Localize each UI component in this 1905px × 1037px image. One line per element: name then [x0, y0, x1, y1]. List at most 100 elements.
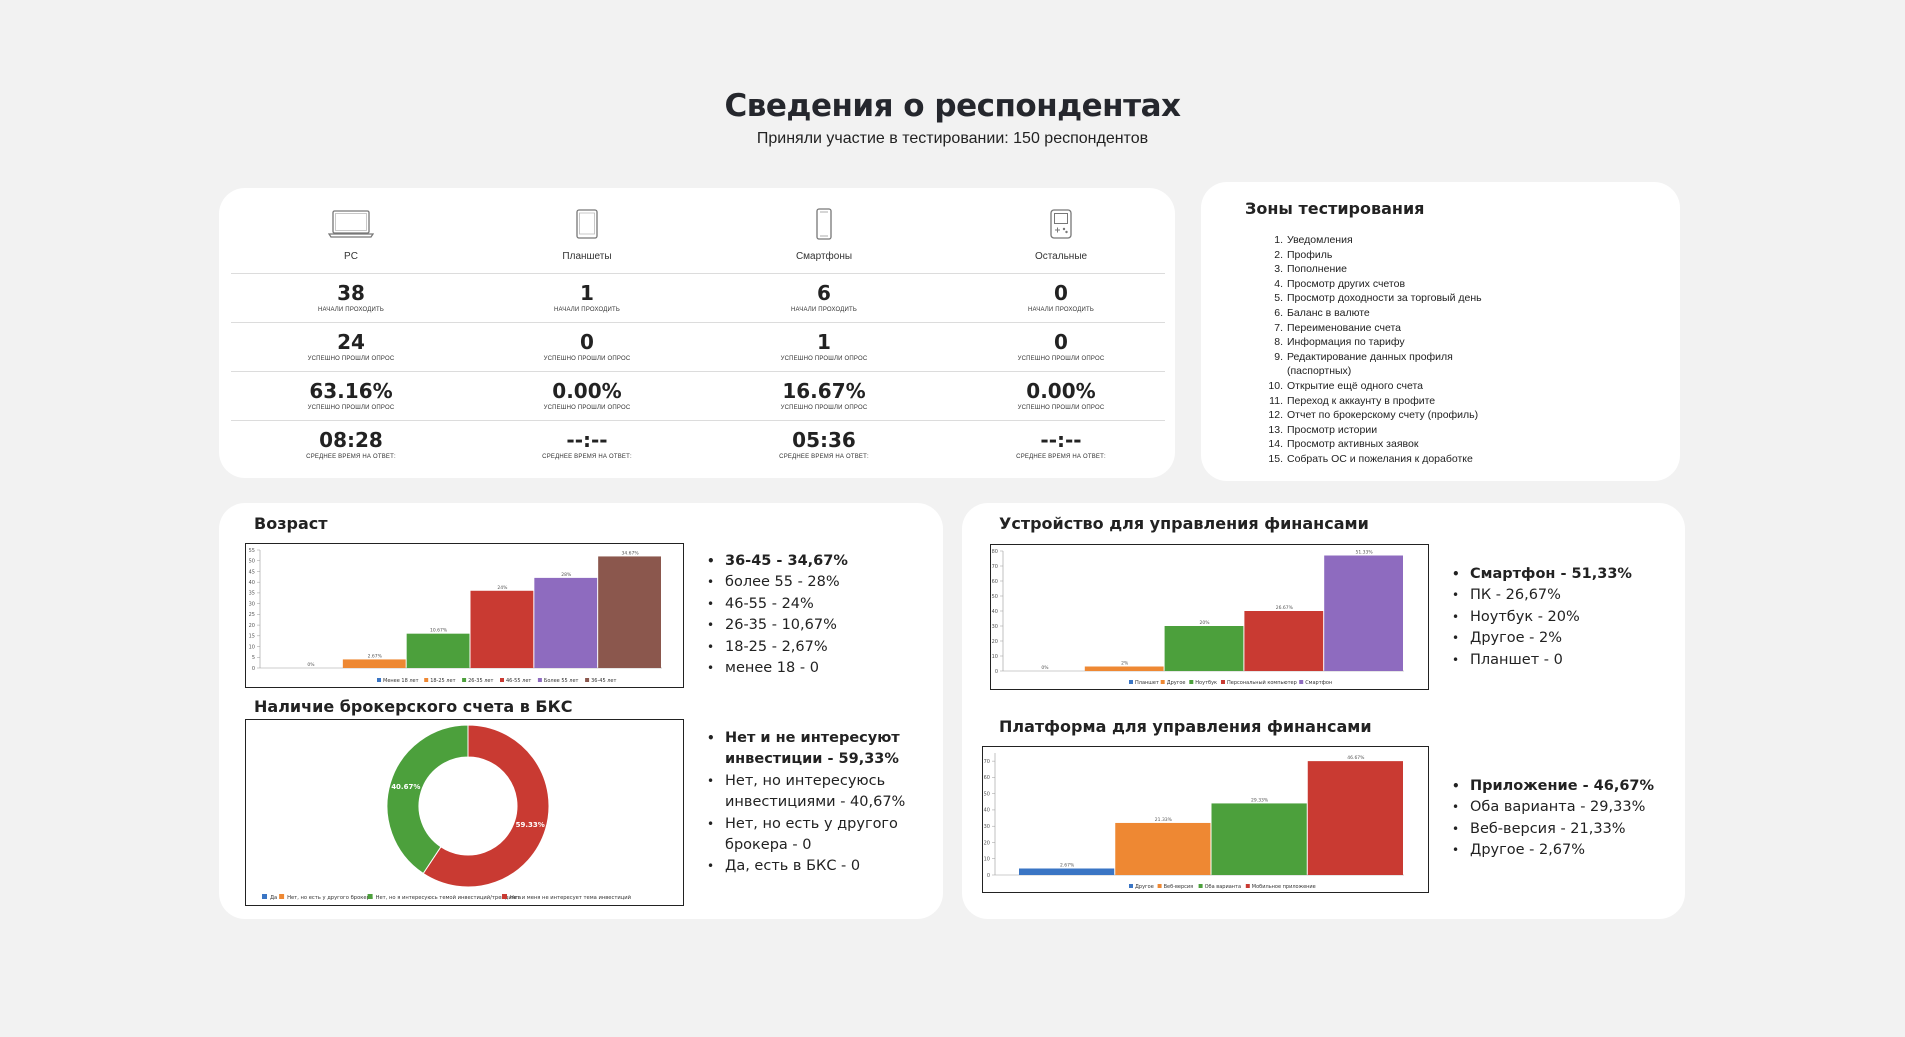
gamepad-icon: [1050, 209, 1072, 239]
age-title: Возраст: [254, 514, 328, 533]
legend-swatch: [424, 678, 429, 682]
data-label: 34.67%: [621, 550, 639, 556]
bar: [1211, 803, 1307, 875]
passed-count: 24: [337, 330, 365, 354]
percent-value: 16.67%: [782, 379, 866, 403]
stat-started: 0 начали проходить: [946, 281, 1176, 313]
started-label: начали проходить: [317, 307, 384, 313]
zone-item-label: Просмотр активных заявок: [1287, 438, 1419, 451]
zone-item: 7. Переименование счета: [1263, 321, 1503, 336]
legend-label: Менее 18 лет: [383, 678, 419, 684]
y-tick-label: 40: [992, 609, 998, 615]
stat-percent: 0.00% успешно прошли опрос: [472, 379, 702, 411]
bar: [1307, 761, 1403, 875]
legend-swatch: [1157, 884, 1162, 888]
y-tick-label: 10: [992, 654, 998, 660]
page-title: Сведения о респондентах: [724, 88, 1181, 124]
time-label: среднее время на ответ:: [306, 454, 396, 460]
y-tick-label: 80: [992, 549, 998, 555]
legend-label: Другое: [1135, 884, 1154, 890]
stats-column-tablets: Планшеты: [472, 208, 702, 262]
zone-item: 6. Баланс в валюте: [1263, 306, 1503, 321]
zone-item-number: 14.: [1268, 438, 1283, 451]
time-value: --:--: [566, 428, 608, 452]
legend-item: 26-35 - 10,67%: [707, 615, 927, 637]
zone-item-label: Переименование счета: [1287, 321, 1401, 334]
zone-item-label: Отчет по брокерскому счету (профиль): [1287, 409, 1479, 422]
time-value: --:--: [1040, 428, 1082, 452]
legend-label: 46-55 лет: [506, 678, 531, 684]
passed-count: 1: [817, 330, 831, 354]
started-count: 38: [337, 281, 365, 305]
age-broker-card: Возраст 0 5 10 15 20 25 30 35 40 45 50 55 0% 2.67% 10.…: [219, 503, 943, 919]
zone-item: 12. Отчет по брокерскому счету (профиль): [1263, 408, 1503, 423]
zone-item-number: 8.: [1274, 336, 1283, 349]
age-bar-chart: 0 5 10 15 20 25 30 35 40 45 50 55 0% 2.67% 10.67% 24% 28…: [249, 548, 662, 684]
legend-swatch: [585, 678, 590, 682]
tablet-icon: [576, 209, 598, 239]
broker-donut-chart: 59.33% 40.67% Да Нет, но есть у другого бро…: [262, 724, 631, 901]
legend-swatch: [500, 678, 504, 682]
zone-item: 1. Уведомления: [1263, 233, 1503, 248]
stat-passed: 24 успешно прошли опрос: [236, 330, 466, 362]
stat-started: 1 начали проходить: [472, 281, 702, 313]
divider: [231, 322, 1165, 323]
legend-swatch: [1221, 680, 1225, 684]
stat-time: --:-- среднее время на ответ:: [472, 428, 702, 460]
legend-label: Нет, но есть у другого брокера: [287, 895, 373, 901]
legend-label: Другое: [1167, 680, 1186, 686]
y-tick-label: 60: [984, 775, 990, 781]
legend-item: Смартфон - 51,33%: [1452, 564, 1662, 586]
legend-item: Нет, но интересуюсь инвестициями - 40,67…: [707, 771, 917, 814]
zone-item: 5. Просмотр доходности за торговый день: [1263, 291, 1503, 306]
zone-item: 3. Пополнение: [1263, 262, 1503, 277]
zone-item-number: 11.: [1269, 394, 1283, 407]
legend-label: Мобильное приложение: [1252, 884, 1316, 890]
data-label: 0%: [1041, 665, 1049, 671]
y-tick-label: 50: [249, 559, 255, 565]
stat-passed: 0 успешно прошли опрос: [472, 330, 702, 362]
donut-slice: [422, 724, 550, 888]
passed-label: успешно прошли опрос: [780, 356, 868, 362]
zone-item-number: 15.: [1268, 452, 1283, 465]
legend-label: 36-45 лет: [591, 678, 616, 684]
y-tick-label: 50: [984, 791, 990, 797]
zone-item-label: Редактирование данных профиля (паспортны…: [1287, 350, 1453, 378]
legend-swatch: [377, 678, 381, 682]
percent-label: успешно прошли опрос: [1017, 405, 1105, 411]
zone-item-label: Уведомления: [1287, 234, 1353, 246]
y-tick-label: 60: [992, 579, 998, 585]
y-tick-label: 35: [249, 591, 255, 597]
zone-item-label: Собрать ОС и пожелания к доработке: [1287, 452, 1473, 465]
time-value: 08:28: [319, 428, 383, 452]
data-label: 40.67%: [391, 783, 420, 791]
bar: [342, 659, 406, 668]
device-bar-chart: 0 10 20 30 40 50 60 70 80 0% 2% 20% 26.67% 51.33% План…: [992, 549, 1404, 686]
bar: [534, 577, 598, 668]
platform-bar-chart: 0 10 20 30 40 50 60 70 2.67% 21.33% 29.33% 46.67% Др…: [984, 753, 1404, 890]
legend-item: 46-55 - 24%: [707, 594, 927, 616]
broker-legend-list: Нет и не интересуют инвестиции - 59,33%Н…: [707, 728, 917, 878]
legend-swatch: [1160, 680, 1165, 684]
donut-slice: [386, 724, 469, 875]
y-tick-label: 70: [992, 564, 998, 570]
legend-label: Веб-версия: [1164, 884, 1194, 890]
laptop-icon: [327, 210, 375, 238]
legend-item: 18-25 - 2,67%: [707, 637, 927, 659]
y-tick-label: 40: [249, 580, 255, 586]
zone-item-label: Просмотр других счетов: [1287, 277, 1406, 290]
device-label: Остальные: [1034, 251, 1088, 262]
legend-label: Смартфон: [1305, 680, 1332, 686]
stat-time: 08:28 среднее время на ответ:: [236, 428, 466, 460]
y-tick-label: 70: [984, 759, 990, 765]
zone-item-label: Баланс в валюте: [1287, 306, 1370, 319]
legend-item: более 55 - 28%: [707, 572, 927, 594]
data-label: 20%: [1199, 620, 1210, 626]
zone-item: 14. Просмотр активных заявок: [1263, 437, 1503, 452]
smartphone-icon: [816, 208, 832, 240]
zone-item-number: 7.: [1274, 321, 1283, 334]
legend-label: Более 55 лет: [544, 678, 579, 684]
y-tick-label: 20: [992, 639, 998, 645]
passed-count: 0: [580, 330, 594, 354]
legend-item: Да, есть в БКС - 0: [707, 856, 917, 878]
